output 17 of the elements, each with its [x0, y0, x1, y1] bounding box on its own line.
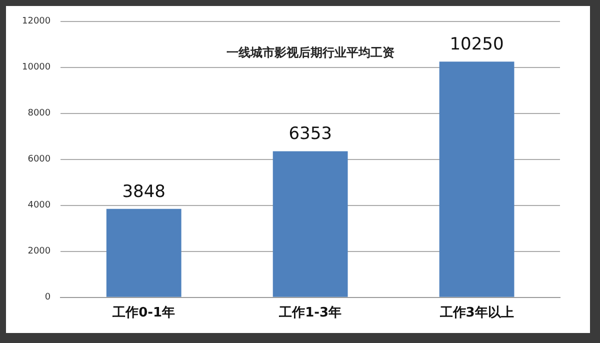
data-label: 10250 — [450, 34, 504, 55]
y-tick-label: 10000 — [22, 62, 51, 73]
data-label: 6353 — [288, 124, 332, 144]
bar — [106, 208, 182, 297]
y-tick-label: 2000 — [28, 246, 51, 257]
y-tick-label: 8000 — [28, 108, 51, 119]
y-tick-label: 0 — [44, 292, 51, 303]
x-tick-label: 工作1-3年 — [278, 306, 342, 321]
data-label: 3848 — [122, 182, 166, 202]
x-tick-label: 工作0-1年 — [112, 306, 176, 321]
bar — [439, 62, 514, 297]
y-tick-label: 4000 — [28, 200, 51, 211]
x-tick-label: 工作3年以上 — [438, 306, 514, 321]
bar — [272, 151, 348, 297]
text: 一线城市影视后期行业平均工资 — [226, 46, 394, 60]
y-tick-label: 12000 — [22, 16, 51, 27]
y-tick-label: 6000 — [28, 154, 51, 165]
